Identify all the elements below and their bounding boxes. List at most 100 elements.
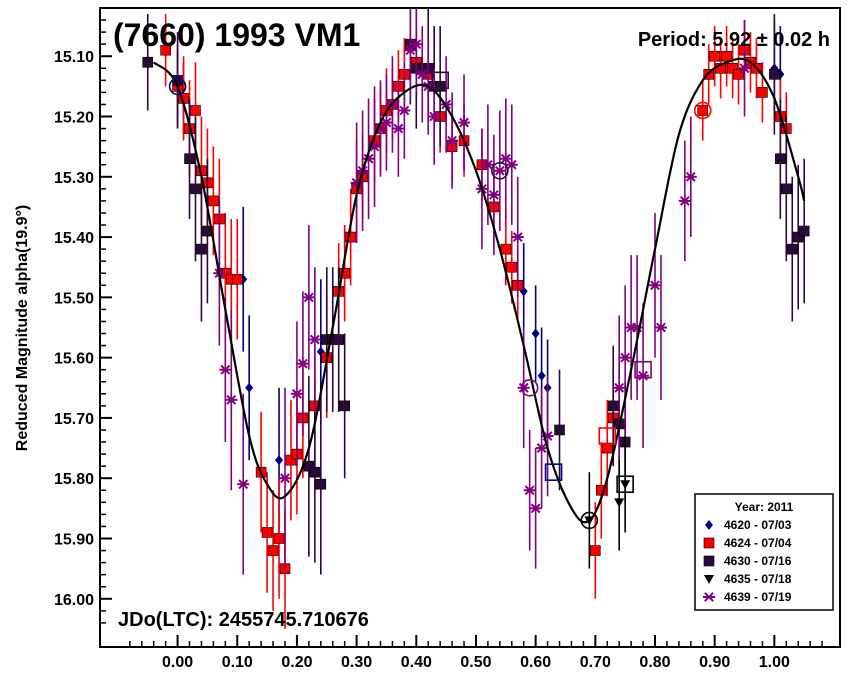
triangle-marker <box>704 575 714 584</box>
data-point <box>290 388 303 399</box>
square-marker <box>727 62 738 74</box>
square-marker <box>769 69 780 80</box>
data-point <box>261 527 273 538</box>
legend-items: 4620 - 07/03 4624 - 07/04 4630 - 07/16 4635… <box>703 518 792 604</box>
legend-label: 4639 - 07/19 <box>724 590 792 604</box>
open-circle-marker <box>168 77 187 96</box>
data-point <box>614 498 625 508</box>
asterisk-stroke <box>536 443 547 453</box>
data-point <box>309 466 321 478</box>
diamond-marker <box>531 328 540 339</box>
square-marker <box>142 56 154 68</box>
data-point <box>613 382 626 393</box>
square-marker <box>775 153 786 165</box>
legend-label: 4624 - 07/04 <box>724 536 792 550</box>
data-point <box>757 87 768 98</box>
data-point <box>500 243 512 255</box>
data-point <box>709 50 720 62</box>
data-point <box>607 400 619 412</box>
y-tick-label: 15.20 <box>54 110 94 127</box>
y-tick-label: 15.40 <box>54 230 94 247</box>
square-marker <box>190 105 201 116</box>
data-point <box>196 243 207 255</box>
asterisk-stroke <box>369 141 380 152</box>
data-point <box>302 292 315 303</box>
diamond-marker <box>275 455 284 466</box>
series-4635 <box>584 436 631 569</box>
open-square-marker <box>634 360 652 379</box>
square-marker <box>434 81 446 92</box>
asterisk-stroke <box>506 159 517 170</box>
x-axis: 0.00 0.10 0.20 0.30 0.40 0.50 0.60 0.70 0.80 0.90… <box>129 635 823 671</box>
asterisk-stroke <box>650 280 660 291</box>
data-point <box>184 153 195 165</box>
data-point <box>296 358 309 369</box>
square-marker <box>786 243 798 255</box>
asterisk-stroke <box>638 370 648 381</box>
asterisk-stroke <box>220 364 231 375</box>
data-point <box>275 455 284 466</box>
data-point <box>506 261 518 273</box>
square-marker <box>273 533 285 544</box>
x-tick-label: 0.60 <box>520 654 551 671</box>
data-point <box>392 123 405 134</box>
diamond-marker <box>245 382 254 393</box>
data-point <box>537 370 546 381</box>
square-marker <box>339 267 350 279</box>
asterisk-stroke <box>620 352 631 363</box>
x-tick-label: 0.30 <box>341 654 372 671</box>
y-axis-label: Reduced Magnitude alpha(19.9°) <box>14 205 31 451</box>
square-marker <box>309 466 321 478</box>
asterisk-stroke <box>303 292 314 303</box>
data-point <box>620 480 631 490</box>
data-point <box>505 159 518 170</box>
jd-label: JDo(LTC): 2455745.710676 <box>118 609 369 631</box>
data-point <box>529 503 542 514</box>
square-marker <box>345 231 356 243</box>
asterisk-stroke <box>494 165 505 176</box>
square-marker <box>601 442 613 454</box>
x-tick-label: 0.70 <box>580 654 611 671</box>
x-tick-label: 0.90 <box>699 654 730 671</box>
data-point <box>493 165 506 176</box>
square-marker <box>709 50 720 62</box>
square-marker <box>733 69 744 80</box>
legend-entry: 4624 - 07/04 <box>703 536 792 550</box>
open-square-marker <box>598 427 617 445</box>
square-marker <box>798 225 810 237</box>
square-marker <box>703 555 715 567</box>
diamond-marker <box>705 520 713 530</box>
data-point <box>458 117 471 128</box>
data-point <box>738 63 751 74</box>
square-marker <box>208 195 219 207</box>
open-circle-marker <box>580 511 599 530</box>
square-marker <box>261 527 273 538</box>
highlighted-points <box>168 71 712 530</box>
x-tick-label: 0.00 <box>162 654 193 671</box>
y-tick-label: 15.70 <box>54 411 94 428</box>
asterisk-stroke <box>447 135 458 146</box>
data-point <box>684 171 697 182</box>
square-marker <box>697 105 709 116</box>
x-tick-label: 0.80 <box>639 654 670 671</box>
chart-title: (7660) 1993 VM1 <box>113 17 360 53</box>
data-point <box>285 454 297 466</box>
legend-label: 4630 - 07/16 <box>724 554 792 568</box>
data-point <box>225 394 238 405</box>
data-point <box>245 382 254 393</box>
data-point <box>727 62 738 74</box>
series-4639 <box>213 8 751 575</box>
data-point <box>446 135 459 146</box>
data-point <box>619 352 632 363</box>
legend-entry: 4620 - 07/03 <box>705 518 792 532</box>
data-point <box>345 231 356 243</box>
y-axis: 15.10 15.20 15.30 15.40 15.50 15.60 15.70 15.80… <box>54 19 112 624</box>
asterisk-stroke <box>704 592 714 602</box>
asterisk-stroke <box>297 358 308 369</box>
data-point <box>160 44 171 56</box>
data-point <box>697 105 709 116</box>
legend-title: Year: 2011 <box>735 500 794 514</box>
asterisk-stroke <box>292 388 302 399</box>
square-marker <box>184 153 195 165</box>
x-tick-label: 1.00 <box>759 654 790 671</box>
